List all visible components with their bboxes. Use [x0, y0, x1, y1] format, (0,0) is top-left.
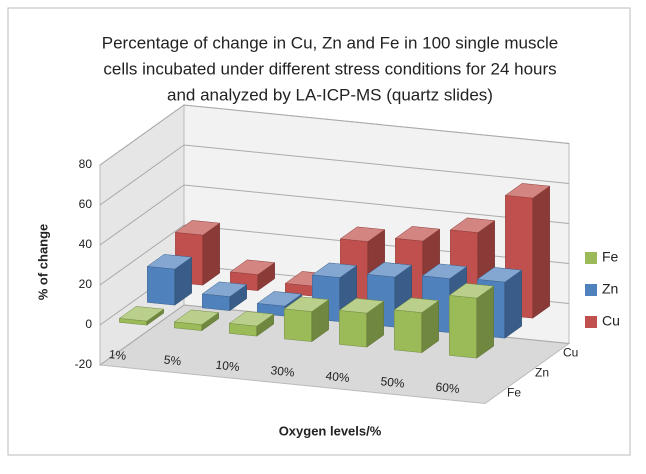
bar-top — [448, 283, 495, 299]
bar-top — [256, 291, 303, 307]
bar — [201, 281, 248, 312]
bar-top — [339, 226, 386, 242]
y-tick-label: 40 — [79, 237, 93, 251]
x-tick-label: 5% — [163, 353, 182, 369]
bar — [173, 309, 220, 332]
bar-top — [504, 183, 551, 199]
bar-top — [173, 309, 220, 325]
bar-top — [174, 220, 221, 236]
bar-top — [311, 262, 358, 278]
legend-swatch — [585, 284, 597, 296]
y-tick-label: 60 — [79, 197, 93, 211]
bar-top — [421, 263, 468, 279]
grid-line — [99, 104, 570, 166]
bar — [228, 311, 275, 337]
legend-swatch — [585, 316, 597, 328]
grid-line — [99, 184, 570, 246]
bar — [118, 306, 165, 326]
bar-face — [449, 295, 478, 359]
grid-line — [99, 144, 570, 206]
x-tick-label: 30% — [270, 363, 296, 379]
bar — [338, 298, 385, 348]
bar-face — [394, 309, 423, 353]
bar-top — [228, 311, 275, 327]
chart-title: cells incubated under different stress c… — [103, 59, 556, 78]
depth-tick-label: Cu — [563, 346, 578, 360]
y-axis-label: % of change — [35, 224, 50, 301]
x-axis-label: Oxygen levels/% — [279, 423, 382, 438]
bar — [393, 297, 440, 354]
bar-face — [339, 310, 368, 348]
y-tick-label: 80 — [79, 157, 93, 171]
legend-label: Zn — [602, 281, 618, 297]
bar-top — [393, 297, 440, 313]
chart-title: Percentage of change in Cu, Zn and Fe in… — [102, 33, 558, 52]
bar-face — [284, 308, 313, 342]
y-tick-label: 0 — [85, 317, 92, 331]
bar-top — [476, 267, 523, 283]
legend-label: Fe — [602, 249, 619, 265]
bar-top — [338, 298, 385, 314]
bar-side — [476, 285, 494, 359]
x-tick-label: 40% — [325, 369, 351, 385]
bar — [448, 283, 495, 359]
bar — [504, 183, 551, 319]
depth-tick-label: Zn — [535, 366, 549, 380]
grid-line — [99, 224, 570, 286]
bar-top — [118, 306, 165, 322]
legend-swatch — [585, 252, 597, 264]
bar-top — [201, 281, 248, 297]
depth-tick-label: Fe — [507, 386, 521, 400]
chart-title: and analyzed by LA-ICP-MS (quartz slides… — [167, 85, 493, 104]
y-tick-label: -20 — [75, 357, 93, 371]
bar — [283, 296, 330, 343]
bar-top — [366, 262, 413, 278]
legend-label: Cu — [602, 313, 620, 329]
x-tick-label: 1% — [108, 347, 127, 363]
bar-top — [229, 259, 276, 275]
bar-face — [147, 266, 176, 306]
bar-top — [283, 296, 330, 312]
bar-top — [146, 254, 193, 270]
bar-side — [532, 185, 550, 319]
y-tick-label: 20 — [79, 277, 93, 291]
x-tick-label: 50% — [380, 374, 406, 390]
bar-top — [394, 226, 441, 242]
x-tick-label: 10% — [215, 358, 241, 374]
bar-top — [449, 217, 496, 233]
x-tick-label: 60% — [435, 380, 461, 396]
bar — [146, 254, 193, 306]
